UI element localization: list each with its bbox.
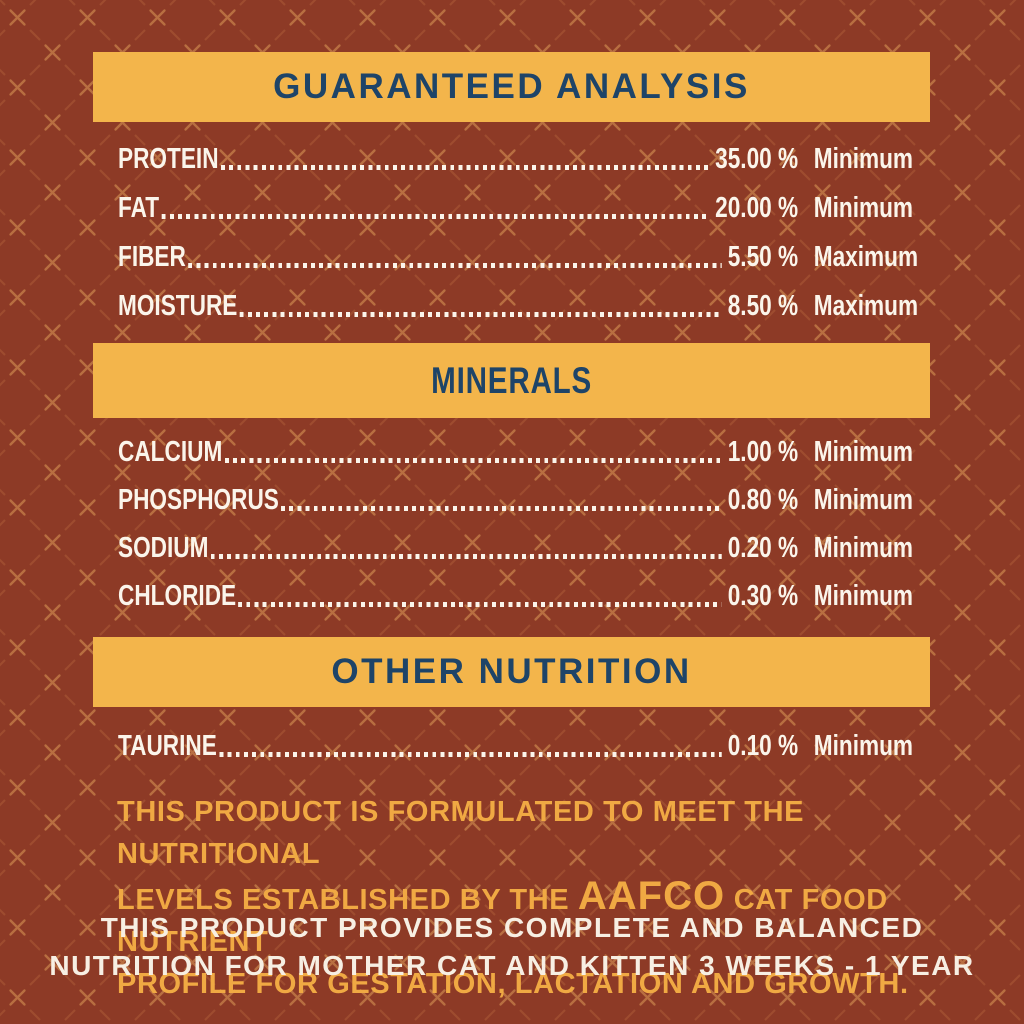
complete-balanced-line: NUTRITION FOR MOTHER CAT AND KITTEN 3 WE… (49, 950, 975, 981)
dotted-leader (220, 165, 709, 170)
nutrient-row-taurine: TAURINE 0.10 % Minimum (118, 726, 914, 766)
nutrient-row-fiber: FIBER 5.50 % Maximum (118, 237, 919, 277)
section-header-minerals: MINERALS (93, 343, 930, 418)
section-header-other-nutrition: OTHER NUTRITION (93, 637, 930, 707)
dotted-leader (210, 554, 722, 559)
nutrient-value: 35.00 % (715, 143, 799, 175)
nutrient-name: MOISTURE (118, 290, 238, 322)
nutrient-value: 0.10 % (727, 730, 799, 762)
dotted-leader (238, 602, 722, 607)
nutrient-name: FIBER (118, 241, 186, 273)
aafco-statement-text: LEVELS ESTABLISHED BY THE (117, 884, 578, 916)
nutrient-row-calcium: CALCIUM 1.00 % Minimum (118, 432, 914, 472)
dotted-leader (239, 312, 722, 317)
dotted-leader (219, 752, 722, 757)
nutrient-qualifier: Minimum (813, 730, 914, 762)
nutrient-value: 20.00 % (715, 192, 799, 224)
nutrient-name: PHOSPHORUS (118, 484, 279, 516)
nutrient-qualifier: Minimum (813, 192, 914, 224)
nutrient-value: 0.30 % (727, 580, 799, 612)
aafco-statement-line: PROFILE FOR GESTATION, LACTATION AND GRO… (117, 968, 909, 1000)
nutrient-row-protein: PROTEIN 35.00 % Minimum (118, 139, 914, 179)
nutrient-name: PROTEIN (118, 143, 219, 175)
nutrient-row-fat: FAT 20.00 % Minimum (118, 188, 914, 228)
nutrient-row-chloride: CHLORIDE 0.30 % Minimum (118, 576, 914, 616)
nutrient-name: SODIUM (118, 532, 209, 564)
complete-balanced-statement: THIS PRODUCT PROVIDES COMPLETE AND BALAN… (0, 909, 1024, 985)
nutrient-qualifier: Maximum (813, 290, 919, 322)
nutrient-name: CHLORIDE (118, 580, 237, 612)
aafco-statement: THIS PRODUCT IS FORMULATED TO MEET THE N… (117, 791, 927, 1005)
nutrient-value: 0.20 % (727, 532, 799, 564)
aafco-statement-line: LEVELS ESTABLISHED BY THE AAFCO CAT FOOD… (117, 875, 927, 963)
section-header-label: MINERALS (430, 359, 592, 401)
nutrient-qualifier: Minimum (813, 580, 914, 612)
aafco-acronym: AAFCO (577, 874, 726, 918)
nutrient-qualifier: Minimum (813, 143, 914, 175)
nutrient-name: FAT (118, 192, 160, 224)
nutrient-name: TAURINE (118, 730, 217, 762)
nutrient-name: CALCIUM (118, 436, 223, 468)
dotted-leader (161, 214, 709, 219)
section-header-label: GUARANTEED ANALYSIS (273, 67, 750, 106)
dotted-leader (224, 458, 722, 463)
nutrient-row-moisture: MOISTURE 8.50 % Maximum (118, 286, 919, 326)
complete-balanced-line: THIS PRODUCT PROVIDES COMPLETE AND BALAN… (100, 912, 924, 943)
nutrient-value: 0.80 % (727, 484, 799, 516)
aafco-statement-text: CAT FOOD NUTRIENT (117, 884, 888, 958)
nutrient-qualifier: Maximum (813, 241, 919, 273)
nutrient-value: 1.00 % (727, 436, 799, 468)
nutrient-value: 5.50 % (727, 241, 799, 273)
nutrient-value: 8.50 % (727, 290, 799, 322)
section-header-label: OTHER NUTRITION (331, 652, 692, 691)
aafco-statement-line: THIS PRODUCT IS FORMULATED TO MEET THE N… (117, 796, 805, 870)
nutrient-qualifier: Minimum (813, 484, 914, 516)
dotted-leader (188, 263, 722, 268)
dotted-leader (281, 506, 722, 511)
nutrient-row-sodium: SODIUM 0.20 % Minimum (118, 528, 914, 568)
nutrient-qualifier: Minimum (813, 436, 914, 468)
nutrient-row-phosphorus: PHOSPHORUS 0.80 % Minimum (118, 480, 914, 520)
section-header-guaranteed-analysis: GUARANTEED ANALYSIS (93, 52, 930, 122)
nutrient-qualifier: Minimum (813, 532, 914, 564)
